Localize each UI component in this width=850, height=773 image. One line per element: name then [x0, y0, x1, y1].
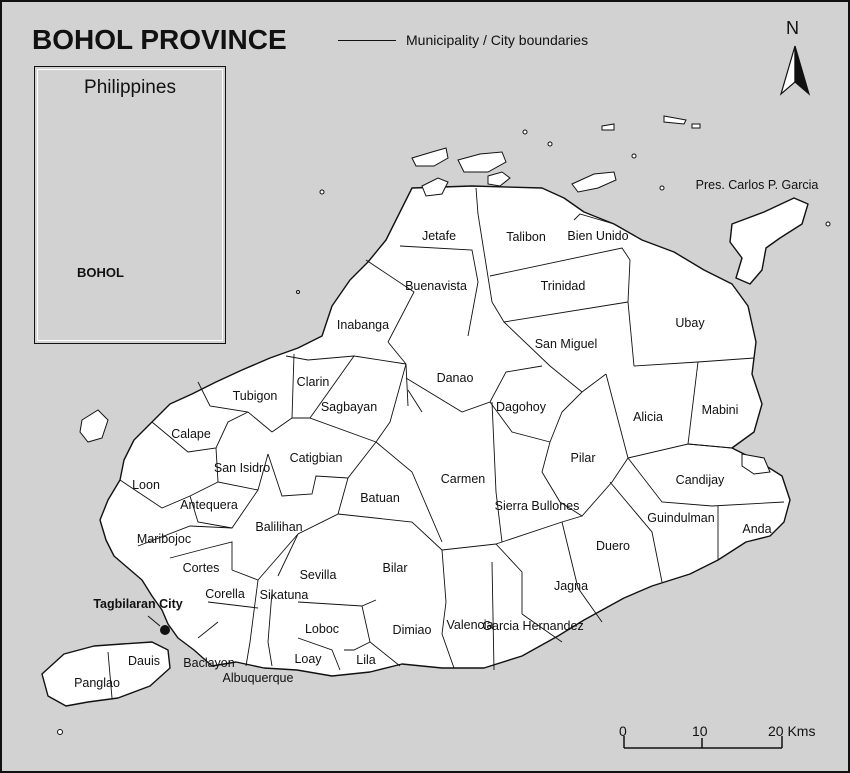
islet [421, 177, 449, 197]
islet [57, 729, 63, 735]
label-batuan: Batuan [360, 491, 400, 505]
inset-title: Philippines [84, 77, 176, 98]
label-buenavista: Buenavista [405, 279, 467, 293]
tagbilaran-city-marker [160, 625, 170, 635]
north-arrow-icon [779, 45, 811, 96]
label-talibon: Talibon [506, 230, 546, 244]
islet [487, 171, 511, 187]
label-loon: Loon [132, 478, 160, 492]
label-catigbian: Catigbian [290, 451, 343, 465]
islet [825, 221, 831, 227]
islet [522, 129, 528, 135]
label-calape: Calape [171, 427, 211, 441]
north-label: N [786, 18, 799, 38]
scale-tick-0: 0 [619, 723, 627, 739]
label-sagbayan: Sagbayan [321, 400, 377, 414]
label-lila: Lila [356, 653, 376, 667]
label-antequera: Antequera [180, 498, 238, 512]
label-dagohoy: Dagohoy [496, 400, 547, 414]
scale-tick-20: 20 Kms [768, 723, 816, 739]
label-cortes: Cortes [183, 561, 220, 575]
label-san-miguel: San Miguel [535, 337, 598, 351]
map-title: BOHOL PROVINCE [32, 24, 287, 55]
label-garcia-hernandez: Garcia Hernandez [482, 619, 583, 633]
municipality-boundaries [107, 187, 785, 699]
label-dauis: Dauis [128, 654, 160, 668]
label-guindulman: Guindulman [647, 511, 714, 525]
label-jagna: Jagna [554, 579, 588, 593]
label-clarin: Clarin [297, 375, 330, 389]
label-anda: Anda [742, 522, 771, 536]
islet [547, 141, 553, 147]
label-trinidad: Trinidad [541, 279, 586, 293]
islet [319, 189, 325, 195]
scale-bar [623, 736, 783, 749]
label-mabini: Mabini [702, 403, 739, 417]
islet [457, 151, 507, 173]
inset-map: Philippines BOHOL [34, 66, 226, 344]
label-loboc: Loboc [305, 622, 339, 636]
islet [663, 115, 687, 125]
label-bien-unido: Bien Unido [567, 229, 628, 243]
legend: Municipality / City boundaries [338, 32, 588, 48]
label-albuquerque: Albuquerque [223, 671, 294, 685]
islet [411, 147, 449, 167]
label-tagbilaran-city: Tagbilaran City [93, 597, 182, 611]
label-carmen: Carmen [441, 472, 486, 486]
islet [79, 409, 109, 443]
label-jetafe: Jetafe [422, 229, 456, 243]
panglao-island [41, 641, 171, 707]
label-alicia: Alicia [633, 410, 663, 424]
islet [296, 290, 300, 294]
label-ubay: Ubay [675, 316, 705, 330]
label-sikatuna: Sikatuna [260, 588, 309, 602]
scale-tick-10: 10 [692, 723, 708, 739]
islet [601, 123, 615, 131]
islet [571, 171, 617, 193]
label-san-isidro: San Isidro [214, 461, 270, 475]
inset-bohol-label: BOHOL [77, 265, 124, 280]
label-panglao: Panglao [74, 676, 120, 690]
islet [741, 453, 771, 475]
label-danao: Danao [437, 371, 474, 385]
label-candijay: Candijay [676, 473, 725, 487]
islet [659, 185, 665, 191]
label-tubigon: Tubigon [233, 389, 278, 403]
label-dimiao: Dimiao [393, 623, 432, 637]
bohol-mainland [99, 185, 791, 677]
label-balilihan: Balilihan [255, 520, 302, 534]
label-loay: Loay [294, 652, 322, 666]
label-pres-carlos-p-garcia: Pres. Carlos P. Garcia [696, 178, 819, 192]
label-corella: Corella [205, 587, 245, 601]
label-duero: Duero [596, 539, 630, 553]
islet [631, 153, 637, 159]
label-inabanga: Inabanga [337, 318, 389, 332]
label-baclayon: Baclayon [183, 656, 234, 670]
label-pilar: Pilar [570, 451, 595, 465]
legend-label: Municipality / City boundaries [406, 32, 589, 48]
label-valencia: Valencia [446, 618, 493, 632]
label-bilar: Bilar [382, 561, 407, 575]
tagbilaran-leader-line [147, 615, 161, 627]
legend-boundary-line-icon [338, 39, 396, 41]
label-sevilla: Sevilla [300, 568, 337, 582]
label-maribojoc: Maribojoc [137, 532, 191, 546]
pres-carlos-p-garcia-island [729, 197, 809, 285]
islet [691, 123, 701, 129]
label-sierra-bullones: Sierra Bullones [495, 499, 580, 513]
